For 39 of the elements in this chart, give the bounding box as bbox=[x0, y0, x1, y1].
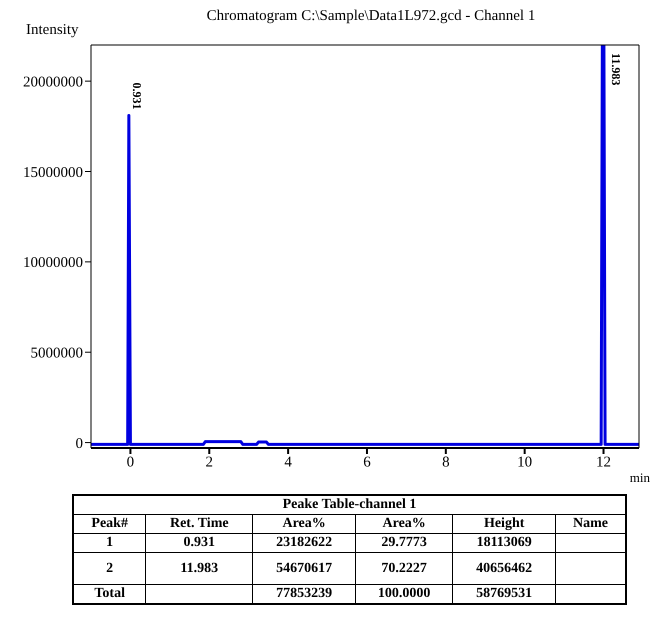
y-tick-label: 20000000 bbox=[23, 74, 83, 90]
text: 23182622 bbox=[252, 534, 356, 552]
text: Area% bbox=[252, 514, 356, 534]
x-tick-label: 10 bbox=[517, 454, 532, 471]
y-tick-label: 15000000 bbox=[23, 164, 83, 181]
y-tick-label: 10000000 bbox=[23, 255, 83, 272]
x-tick-label: 6 bbox=[363, 454, 372, 471]
x-tick-label: 0 bbox=[126, 454, 134, 471]
annotation: 0.931 bbox=[130, 82, 144, 110]
text: 100.0000 bbox=[356, 584, 453, 604]
chart-title: Chromatogram C:\Sample\Data1L972.gcd - Channel 1 bbox=[206, 8, 536, 24]
text: 70.2227 bbox=[356, 552, 453, 584]
y-tick-label: 0 bbox=[76, 436, 83, 452]
text: Peak# bbox=[73, 514, 146, 534]
x-tick-label: 8 bbox=[442, 454, 450, 471]
text: 1 bbox=[73, 534, 146, 552]
text: Ret. Time bbox=[146, 514, 253, 534]
y-tick-label: 5000000 bbox=[30, 346, 83, 362]
text: 40656462 bbox=[452, 552, 556, 584]
line-series bbox=[91, 45, 639, 446]
y-axis-title: Intensity bbox=[26, 22, 78, 39]
text: 11.983 bbox=[146, 552, 253, 584]
text: Name bbox=[556, 514, 626, 534]
text: Peake Table-channel 1 bbox=[73, 495, 626, 514]
x-tick-label: 2 bbox=[206, 454, 214, 471]
x-tick-label: 12 bbox=[596, 454, 612, 471]
text: 0.931 bbox=[146, 534, 253, 552]
text: 77853239 bbox=[252, 584, 356, 604]
text: 58769531 bbox=[452, 584, 556, 604]
text: Total bbox=[73, 584, 146, 604]
text: Height bbox=[452, 514, 556, 534]
text: 54670617 bbox=[252, 552, 356, 584]
annotation: 11.983 bbox=[608, 53, 623, 86]
text: Area% bbox=[356, 514, 453, 534]
x-axis-title: min bbox=[628, 470, 651, 486]
text: 2 bbox=[73, 552, 146, 584]
text: 29.7773 bbox=[356, 534, 453, 552]
text: 18113069 bbox=[452, 534, 556, 552]
x-tick-label: 4 bbox=[284, 454, 292, 471]
